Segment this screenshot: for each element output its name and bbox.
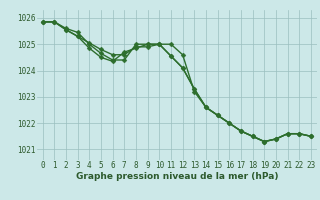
X-axis label: Graphe pression niveau de la mer (hPa): Graphe pression niveau de la mer (hPa) (76, 172, 278, 181)
